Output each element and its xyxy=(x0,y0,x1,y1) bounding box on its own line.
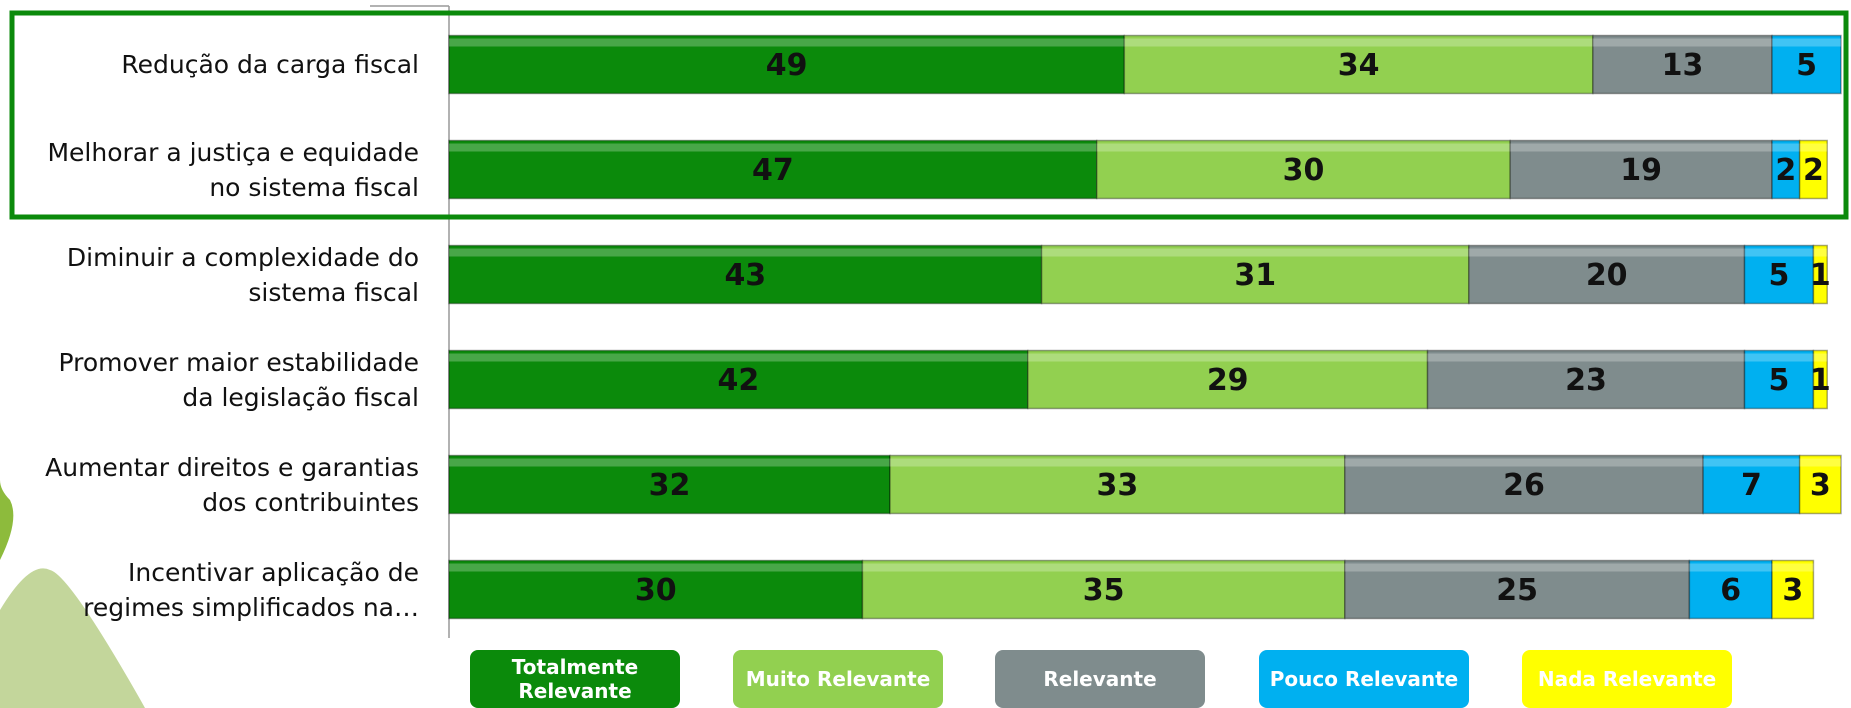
value-label: 13 xyxy=(1662,48,1704,83)
bar-segment xyxy=(1771,559,1815,620)
bar-segment xyxy=(1096,139,1511,200)
bar-segment xyxy=(1812,244,1828,305)
value-label: 25 xyxy=(1496,573,1538,608)
bar-shine xyxy=(1772,38,1841,47)
value-label: 5 xyxy=(1769,363,1790,398)
value-label: 2 xyxy=(1775,153,1796,188)
value-label: 3 xyxy=(1810,468,1831,503)
bar-segment xyxy=(1592,34,1773,95)
category-label: Diminuir a complexidade do sistema fisca… xyxy=(66,242,419,307)
legend-item: Relevante xyxy=(995,650,1205,708)
legend-item: Muito Relevante xyxy=(733,650,943,708)
value-label: 42 xyxy=(718,363,760,398)
value-label: 23 xyxy=(1565,363,1607,398)
bar-segment xyxy=(448,454,891,515)
category-label: Redução da carga fiscal xyxy=(121,50,419,79)
bar-shine xyxy=(449,353,1028,362)
bar-shine xyxy=(890,458,1345,467)
value-label: 43 xyxy=(724,258,766,293)
category-label: Melhorar a justiça e equidade no sistema… xyxy=(47,137,419,202)
decor xyxy=(0,568,145,708)
bar-shine xyxy=(1592,38,1773,47)
bar-shine xyxy=(862,563,1345,572)
bar-shine xyxy=(1813,353,1828,362)
bar-shine xyxy=(1772,563,1814,572)
category-label: Incentivar aplicação de regimes simplifi… xyxy=(83,557,419,622)
bar-segment xyxy=(1743,244,1815,305)
bar-segment xyxy=(1426,349,1746,410)
bar-shine xyxy=(1427,353,1745,362)
bar-segment xyxy=(1040,244,1470,305)
bar-shine xyxy=(1344,458,1704,467)
bar-segment xyxy=(1344,559,1691,620)
bar-shine xyxy=(449,143,1097,152)
bar-shine xyxy=(449,248,1042,257)
value-label: 6 xyxy=(1720,573,1741,608)
value-label: 29 xyxy=(1207,363,1249,398)
bar-segment xyxy=(448,34,1126,95)
bar-shine xyxy=(1124,38,1593,47)
bar-shine xyxy=(1799,143,1828,152)
value-label: 5 xyxy=(1796,48,1817,83)
value-label: 31 xyxy=(1234,258,1276,293)
legend-item: Totalmente Relevante xyxy=(470,650,680,708)
decor xyxy=(0,480,14,560)
bar-shine xyxy=(449,563,863,572)
bar-segment xyxy=(1771,34,1842,95)
bar-shine xyxy=(1027,353,1428,362)
value-label: 3 xyxy=(1782,573,1803,608)
value-label: 32 xyxy=(649,468,691,503)
value-label: 34 xyxy=(1338,48,1380,83)
value-label: 5 xyxy=(1769,258,1790,293)
bar-shine xyxy=(1744,248,1814,257)
bar-shine xyxy=(449,458,891,467)
bar-shine xyxy=(1772,143,1800,152)
bar-segment xyxy=(889,454,1346,515)
legend-item: Pouco Relevante xyxy=(1259,650,1469,708)
value-label: 49 xyxy=(766,48,808,83)
bar-shine xyxy=(449,38,1125,47)
bar-segment xyxy=(1771,139,1801,200)
value-label: 1 xyxy=(1810,363,1831,398)
bar-shine xyxy=(1041,248,1469,257)
bar-segment xyxy=(448,349,1029,410)
value-label: 30 xyxy=(1283,153,1325,188)
legend-item: Nada Relevante xyxy=(1522,650,1732,708)
category-label: Aumentar direitos e garantias dos contri… xyxy=(45,452,419,517)
bar-segment xyxy=(1688,559,1773,620)
value-label: 7 xyxy=(1741,468,1762,503)
bar-shine xyxy=(1468,248,1745,257)
bar-shine xyxy=(1744,353,1814,362)
bar-shine xyxy=(1703,458,1800,467)
bar-shine xyxy=(1096,143,1511,152)
bar-segment xyxy=(1743,349,1815,410)
highlight-box xyxy=(9,10,1849,220)
value-label: 26 xyxy=(1503,468,1545,503)
bar-segment xyxy=(1798,139,1828,200)
bar-segment xyxy=(1123,34,1594,95)
bar-shine xyxy=(1813,248,1828,257)
bar-segment xyxy=(1798,454,1842,515)
value-label: 2 xyxy=(1803,153,1824,188)
bar-segment xyxy=(448,559,864,620)
bar-segment xyxy=(1027,349,1429,410)
value-label: 35 xyxy=(1083,573,1125,608)
bar-segment xyxy=(1468,244,1746,305)
value-label: 47 xyxy=(752,153,794,188)
bar-segment xyxy=(1812,349,1828,410)
value-label: 1 xyxy=(1810,258,1831,293)
value-label: 33 xyxy=(1097,468,1139,503)
bar-shine xyxy=(1510,143,1773,152)
value-label: 19 xyxy=(1620,153,1662,188)
value-label: 30 xyxy=(635,573,677,608)
bar-segment xyxy=(1702,454,1801,515)
bar-segment xyxy=(1509,139,1773,200)
bar-shine xyxy=(1799,458,1841,467)
bar-shine xyxy=(1344,563,1690,572)
category-label: Promover maior estabilidade da legislaçã… xyxy=(58,347,419,412)
value-label: 20 xyxy=(1586,258,1628,293)
bar-shine xyxy=(1689,563,1773,572)
